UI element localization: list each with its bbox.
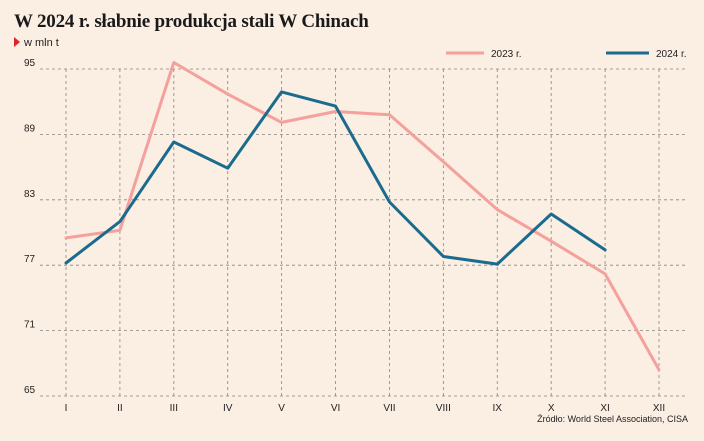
y-tick-label: 77 xyxy=(24,254,36,265)
series-line-2024 xyxy=(64,90,607,266)
source-note: Źródło: World Steel Association, CISA xyxy=(537,414,688,424)
legend-label: 2024 r. xyxy=(656,49,687,60)
y-tick-label: 71 xyxy=(24,320,36,331)
x-tick-label: V xyxy=(278,403,285,414)
series-lines xyxy=(64,61,661,372)
y-tick-label: 89 xyxy=(24,123,36,134)
triangle-marker-icon xyxy=(14,37,20,47)
unit-label: w mln t xyxy=(14,37,59,49)
y-tick-label: 65 xyxy=(24,385,36,396)
x-tick-label: VIII xyxy=(436,403,451,414)
x-tick-label: I xyxy=(65,403,68,414)
y-tick-label: 95 xyxy=(24,58,36,69)
legend: 2023 r. 2024 r. xyxy=(446,49,687,60)
x-axis: I II III IV V VI VII VIII IX X XI XII xyxy=(65,403,666,414)
x-tick-label: II xyxy=(117,403,123,414)
x-tick-label: XI xyxy=(600,403,609,414)
x-tick-label: VI xyxy=(331,403,340,414)
unit-label-text: w mln t xyxy=(24,37,59,49)
x-tick-label: IV xyxy=(223,403,233,414)
y-tick-label: 83 xyxy=(24,189,36,200)
x-tick-label: III xyxy=(170,403,178,414)
legend-label: 2023 r. xyxy=(491,49,522,60)
x-tick-label: VII xyxy=(383,403,395,414)
grid xyxy=(40,68,688,397)
x-tick-label: XII xyxy=(653,403,665,414)
x-tick-label: X xyxy=(548,403,555,414)
series-line-2023 xyxy=(64,61,661,372)
x-tick-label: IX xyxy=(493,403,503,414)
y-axis: 65 71 77 83 89 95 xyxy=(24,58,36,396)
chart-title: W 2024 r. słabnie produkcja stali W Chin… xyxy=(14,11,369,32)
